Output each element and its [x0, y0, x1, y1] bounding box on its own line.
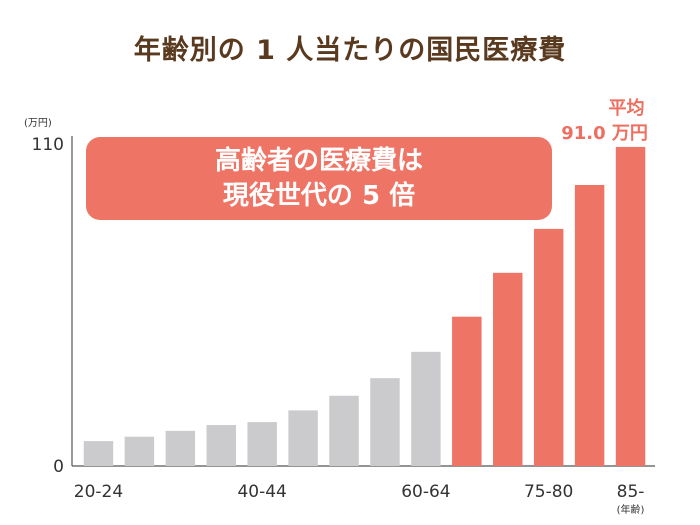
bar	[411, 351, 441, 466]
bar	[124, 436, 155, 466]
banner-line-2: 現役世代の 5 倍	[222, 180, 416, 211]
bar	[493, 272, 523, 466]
bar	[370, 378, 400, 466]
bar	[615, 146, 646, 466]
bar	[247, 422, 277, 466]
y-tick-label: 110	[32, 135, 64, 155]
y-tick-label: 0	[53, 457, 64, 477]
bar	[206, 425, 236, 466]
bar	[533, 228, 564, 466]
x-tick-label: 85-	[617, 482, 645, 502]
x-tick-label: 40-44	[237, 482, 286, 502]
bar	[288, 410, 318, 466]
y-unit-label: (万円)	[24, 118, 52, 129]
bar	[83, 441, 114, 466]
bar	[165, 430, 196, 466]
bar	[329, 395, 359, 466]
bars	[83, 146, 646, 466]
headline-banner: 高齢者の医療費は 現役世代の 5 倍	[86, 137, 552, 220]
average-value: 91.0 万円	[561, 123, 648, 144]
x-tick-label: 20-24	[74, 482, 123, 502]
average-label: 平均	[609, 97, 645, 119]
bar	[574, 184, 605, 466]
chart-title: 年齢別の 1 人当たりの国民医療費	[133, 35, 567, 66]
x-unit-label: (年齢)	[617, 503, 645, 516]
x-tick-label: 60-64	[401, 482, 450, 502]
x-tick-label: 75-80	[524, 482, 573, 502]
banner-line-1: 高齢者の医療費は	[214, 145, 423, 176]
bar	[452, 316, 482, 466]
labels: 20-24 40-44 60-64 75-80 85-(年齢) 平均 91.0 万円	[74, 97, 648, 516]
